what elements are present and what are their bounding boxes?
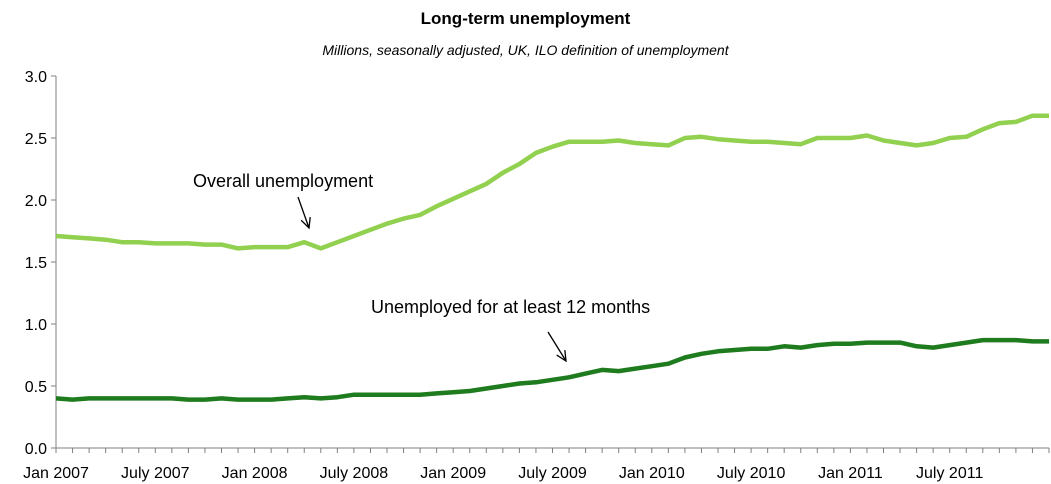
chart-subtitle: Millions, seasonally adjusted, UK, ILO d… — [322, 42, 729, 58]
series-layer — [55, 113, 1049, 402]
series-line-2 — [55, 337, 1049, 402]
y-tick-label: 0.0 — [25, 441, 47, 458]
series-line-1 — [55, 113, 1049, 251]
x-tick-label: July 2008 — [320, 465, 389, 482]
y-tick-label: 2.0 — [25, 193, 47, 210]
annotation-layer: Overall unemployment Unemployed for at le… — [193, 171, 650, 363]
x-tick-label: July 2010 — [717, 465, 786, 482]
y-tick-label: 2.5 — [25, 131, 47, 148]
annotation-arrowhead-1 — [300, 216, 311, 230]
x-tick-label: July 2007 — [121, 465, 190, 482]
chart-axes: 0.0 0.5 1.0 1.5 2.0 2.5 3.0 Jan 2007 July 2007 Ja… — [23, 69, 1050, 482]
y-tick-label: 1.5 — [25, 255, 47, 272]
x-tick-label: Jan 2011 — [818, 465, 883, 482]
y-tick-label: 1.0 — [25, 317, 47, 334]
x-tick-label: July 2011 — [916, 465, 983, 482]
y-tick-label: 0.5 — [25, 379, 47, 396]
annotation-arrow-1 — [297, 196, 310, 229]
x-tick-label: Jan 2007 — [23, 465, 89, 482]
annotation-arrow-2 — [547, 331, 567, 362]
annotation-label-1: Overall unemployment — [193, 171, 373, 191]
x-tick-label: Jan 2009 — [420, 465, 486, 482]
chart-title: Long-term unemployment — [420, 9, 631, 28]
x-tick-label: Jan 2010 — [619, 465, 685, 482]
y-tick-label: 3.0 — [25, 69, 47, 86]
x-tick-label: Jan 2008 — [222, 465, 288, 482]
annotation-label-2: Unemployed for at least 12 months — [371, 297, 650, 317]
annotation-arrowhead-2 — [556, 349, 567, 363]
x-tick-label: July 2009 — [518, 465, 587, 482]
